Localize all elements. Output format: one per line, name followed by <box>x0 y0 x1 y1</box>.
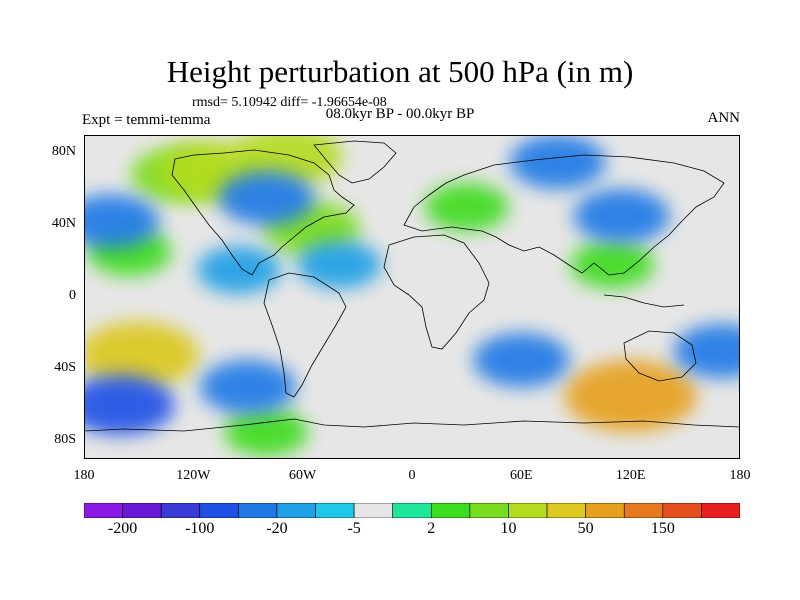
colorbar-swatch <box>276 503 316 518</box>
colorbar-swatch <box>430 503 471 518</box>
colorbar-swatch <box>585 503 625 518</box>
colorbar-label: -20 <box>266 520 288 537</box>
colorbar-swatch <box>238 503 278 518</box>
chart-title: Height perturbation at 500 hPa (in m) <box>166 54 634 89</box>
anomaly-east-asia-positive <box>570 240 655 289</box>
anomaly-patagonia-negative <box>200 360 296 414</box>
anomaly-tasman-negative <box>673 324 740 378</box>
colorbar-swatch <box>84 503 123 518</box>
lon-tick-label: 60E <box>510 468 533 483</box>
colorbar-swatch <box>160 503 201 518</box>
anomaly-south-pacific-positive <box>84 321 199 388</box>
lat-tick-label: 80N <box>51 144 76 159</box>
coast-africa <box>383 234 490 350</box>
time-period-label: 08.0kyr BP - 00.0kyr BP <box>325 106 475 122</box>
colorbar-swatch <box>508 503 548 518</box>
coast-eurasia <box>403 154 725 276</box>
colorbar-label: 50 <box>577 520 594 537</box>
anomaly-europe-positive <box>424 183 509 231</box>
experiment-label: Expt = temmi-temma <box>82 112 211 128</box>
lon-tick-label: 120E <box>615 468 646 483</box>
colorbar-swatch <box>623 503 664 518</box>
lon-tick-label: 0 <box>408 468 416 483</box>
anomaly-siberia-negative <box>509 135 606 189</box>
colorbar-swatch <box>701 503 740 518</box>
colorbar-label: -200 <box>107 520 138 537</box>
lon-tick-label: 120W <box>176 468 211 483</box>
world-map <box>84 135 740 459</box>
statistics-line: rmsd= 5.10942 diff= -1.96654e-08 <box>192 95 387 110</box>
colorbar-swatch <box>353 503 394 518</box>
anomaly-east-asia-negative <box>573 189 670 243</box>
anomaly-central-america-negative <box>196 246 281 294</box>
map-border <box>84 135 740 459</box>
coast-antarctica <box>84 418 740 432</box>
colorbar-swatch <box>392 503 432 518</box>
anomaly-tropical-atlantic-negative <box>297 240 382 289</box>
anomaly-south-indian-negative <box>473 333 570 387</box>
anomaly-southern-pacific-negative <box>84 375 175 435</box>
coastlines <box>84 140 740 432</box>
colorbar-label: -5 <box>347 520 361 537</box>
lon-tick-label: 180 <box>729 468 751 483</box>
coast-north-america <box>171 149 355 276</box>
lat-tick-label: 80S <box>54 432 76 447</box>
colorbar-swatch <box>199 503 239 518</box>
anomaly-north-pacific-negative <box>84 194 160 249</box>
colorbar-swatch <box>546 503 586 518</box>
anomaly-antarctic-positive <box>224 408 309 456</box>
colorbar-swatch <box>469 503 509 518</box>
lat-tick-label: 40S <box>54 360 76 375</box>
lat-tick-label: 40N <box>51 216 76 231</box>
colorbar-label: 150 <box>650 520 675 537</box>
season-label: ANN <box>707 110 741 126</box>
anomaly-hudson-negative <box>218 171 315 225</box>
colorbar-label: 2 <box>427 520 436 537</box>
colorbar-label: 10 <box>500 520 517 537</box>
colorbar-swatch <box>122 503 162 518</box>
lon-tick-label: 60W <box>289 468 317 483</box>
coast-indonesia <box>603 294 685 308</box>
colorbar-label: -100 <box>185 520 215 537</box>
colorbar <box>84 503 740 518</box>
colorbar-swatch <box>662 503 702 518</box>
colorbar-swatch <box>315 503 355 518</box>
lat-tick-label: 0 <box>69 288 76 303</box>
lon-tick-label: 180 <box>73 468 95 483</box>
coast-australia <box>623 330 697 382</box>
coast-south-america <box>263 272 347 398</box>
coast-greenland <box>313 140 397 184</box>
anomaly-indian-ocean-positive <box>564 360 697 432</box>
